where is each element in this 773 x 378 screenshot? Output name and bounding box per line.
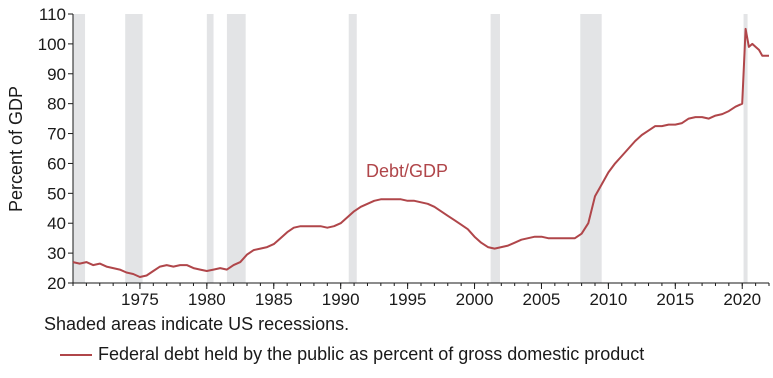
recession-band xyxy=(348,14,357,283)
y-tick-label: 90 xyxy=(47,65,66,84)
recession-band xyxy=(490,14,500,283)
y-tick-label: 20 xyxy=(47,274,66,293)
legend-line-swatch xyxy=(60,353,92,356)
legend-label: Federal debt held by the public as perce… xyxy=(98,344,645,364)
y-tick-label: 50 xyxy=(47,184,66,203)
recession-band xyxy=(743,14,748,283)
x-tick-label: 1980 xyxy=(188,290,226,309)
x-tick-label: 1975 xyxy=(121,290,159,309)
x-tick-label: 2015 xyxy=(656,290,694,309)
debt-gdp-chart: 20 30 40 50 60 70 80 90 100 110 1975 1980 1985 1990 19… xyxy=(6,5,770,309)
recession-shading xyxy=(73,14,748,283)
recession-band xyxy=(125,14,143,283)
recession-note: Shaded areas indicate US recessions. xyxy=(44,314,350,334)
legend: Federal debt held by the public as perce… xyxy=(60,344,644,365)
tick-labels: 20 30 40 50 60 70 80 90 100 110 1975 1980 1985 1990 19… xyxy=(38,5,762,309)
y-tick-label: 80 xyxy=(47,95,66,114)
x-tick-label: 1990 xyxy=(322,290,360,309)
y-tick-label: 40 xyxy=(47,214,66,233)
recession-band xyxy=(226,14,246,283)
x-tick-label: 1995 xyxy=(389,290,427,309)
series-line-layer xyxy=(72,27,769,278)
axes xyxy=(68,13,770,289)
y-tick-label: 60 xyxy=(47,154,66,173)
recession-band xyxy=(580,14,602,283)
x-tick-label: 2010 xyxy=(589,290,627,309)
series-line xyxy=(72,27,769,278)
x-tick-label: 2005 xyxy=(523,290,561,309)
x-tick-label: 1985 xyxy=(255,290,293,309)
x-tick-label: 2000 xyxy=(456,290,494,309)
series-label: Debt/GDP xyxy=(366,161,448,181)
x-tick-label: 2020 xyxy=(723,290,761,309)
recession-band xyxy=(73,14,86,283)
y-tick-label: 110 xyxy=(39,5,66,24)
y-axis-title: Percent of GDP xyxy=(6,86,26,212)
recession-band xyxy=(206,14,214,283)
y-tick-label: 100 xyxy=(38,35,66,54)
y-tick-label: 30 xyxy=(47,244,66,263)
y-tick-label: 70 xyxy=(47,125,66,144)
